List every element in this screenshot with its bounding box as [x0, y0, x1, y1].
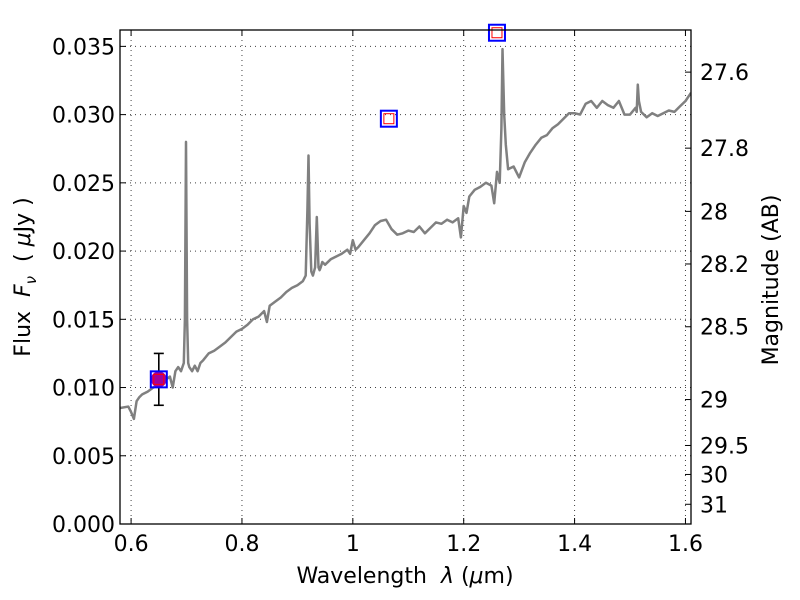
- synthetic-point-outer: [149, 370, 168, 389]
- y-tick-label: 0.025: [52, 172, 115, 197]
- y2-tick-label: 31: [700, 493, 728, 518]
- y2-tick-label: 28.2: [700, 253, 749, 278]
- x-tick-label: 1.2: [446, 532, 481, 557]
- y2-tick-label: 27.6: [700, 61, 749, 86]
- y2-tick-label: 28.5: [700, 316, 749, 341]
- x-tick-label: 0.6: [114, 532, 149, 557]
- x-tick-label: 0.8: [224, 532, 259, 557]
- y-axis-label: Flux Fν ( μJy ): [11, 197, 40, 356]
- y-tick-label: 0.035: [52, 35, 115, 60]
- synthetic-point-inner: [153, 373, 165, 385]
- y2-tick-label: 27.8: [700, 137, 749, 162]
- ticks: [120, 30, 691, 525]
- plot-area: [120, 23, 691, 421]
- y-tick-label: 0.020: [52, 240, 115, 265]
- y-tick-label: 0.030: [52, 104, 115, 129]
- y-tick-label: 0.015: [52, 308, 115, 333]
- y2-tick-label: 30: [700, 463, 728, 488]
- spectrum-line: [120, 47, 691, 421]
- y2-tick-label: 29.5: [700, 434, 749, 459]
- axes-frame: [119, 29, 692, 525]
- y2-tick-label: 28: [700, 200, 728, 225]
- x-axis-label: Wavelength λ (μm): [296, 564, 513, 589]
- tick-labels: 0.6 0.8 1 1.2 1.4 1.6 0.000 0.005 0.010 0.015 0.02…: [52, 35, 749, 557]
- grid: [120, 30, 691, 525]
- synthetic-point-outer: [487, 23, 506, 42]
- y-tick-label: 0.010: [52, 377, 115, 402]
- y-tick-label: 0.000: [52, 513, 115, 538]
- x-tick-label: 1.6: [668, 532, 703, 557]
- y-tick-label: 0.005: [52, 445, 115, 470]
- y2-axis-label: Magnitude (AB): [759, 195, 784, 366]
- x-tick-label: 1.4: [557, 532, 592, 557]
- x-tick-label: 1: [346, 532, 360, 557]
- synthetic-point-outer: [379, 109, 398, 128]
- synthetic-point-inner: [491, 27, 503, 39]
- synthetic-point-inner: [383, 113, 395, 125]
- y2-tick-label: 29: [700, 389, 728, 414]
